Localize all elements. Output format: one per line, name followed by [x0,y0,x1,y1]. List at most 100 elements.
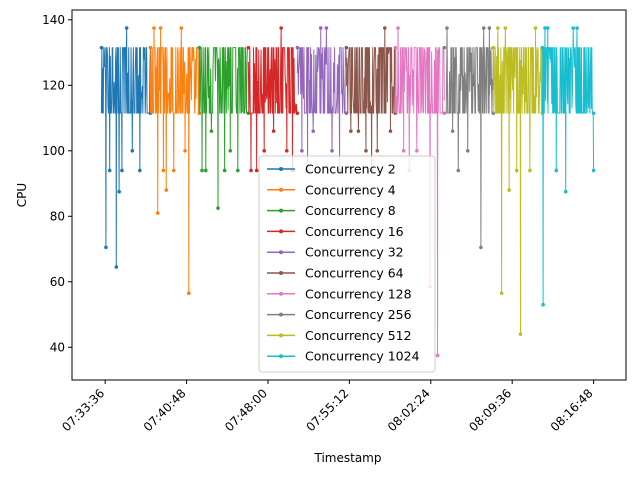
series-line [296,27,347,171]
series-concurrency-32 [295,26,349,173]
spike-point [465,148,470,153]
spike-point [356,129,361,133]
series-line [492,27,543,335]
x-axis: 07:33:36 07:40:48 07:48:00 07:55:12 08:02:24… [59,380,596,434]
series-concurrency-64 [344,26,398,173]
spike-point [499,291,504,296]
series-concurrency-4 [148,26,202,296]
legend-entry: Concurrency 16 [267,224,404,239]
legend-label: Concurrency 2 [305,162,396,177]
spike-point [254,168,259,173]
legend-entry: Concurrency 8 [267,203,396,218]
spike-point [158,26,163,30]
plot-series [99,26,596,358]
series-line [394,27,445,356]
start-point [491,45,496,50]
legend-marker [279,229,283,234]
spike-point [236,168,240,173]
series-concurrency-8 [197,45,251,210]
legend-marker [279,312,283,317]
series-line [149,27,200,294]
series-line [247,27,298,171]
y-tick-label: 100 [42,144,65,158]
spike-point [279,26,283,30]
x-tick-label: 08:09:36 [466,386,514,434]
x-tick-label: 08:02:24 [385,386,433,434]
spike-point [533,26,538,30]
spike-point [271,129,276,133]
spike-point [487,26,492,30]
spike-point [228,148,233,153]
start-point [393,45,398,50]
legend-entry: Concurrency 1024 [267,349,420,364]
series-concurrency-2 [99,26,153,269]
spike-point [563,189,568,194]
x-tick-label: 07:40:48 [141,386,189,434]
y-tick-label: 60 [50,275,65,289]
spike-point [388,129,393,133]
spike-point [285,148,289,153]
spike-point [435,353,440,358]
legend-label: Concurrency 256 [305,307,412,322]
start-point [295,45,300,50]
end-point [344,111,349,115]
spike-point [349,129,353,133]
spike-point [445,26,449,30]
spike-point [507,188,511,192]
spike-point [496,26,500,30]
spike-point [203,168,208,173]
spike-point [324,26,329,30]
spike-point [130,148,135,153]
legend-label: Concurrency 32 [305,245,404,260]
end-point [442,111,447,115]
spike-point [300,148,304,153]
legend: Concurrency 2 Concurrency 4 Concurrency 8 C… [258,155,436,373]
spike-point [543,26,547,30]
legend-marker [279,167,283,171]
series-concurrency-256 [442,26,496,250]
spike-point [401,148,406,153]
y-tick-label: 40 [50,340,65,354]
spike-point [528,168,532,173]
spike-point [591,168,596,173]
spike-point [330,148,334,153]
spike-point [222,168,227,173]
spike-point [571,26,576,30]
spike-point [318,26,323,30]
spike-point [554,168,559,173]
series-line [444,27,494,248]
y-tick-label: 140 [42,13,65,27]
spike-point [164,188,169,192]
spike-point [575,26,579,30]
start-point [246,45,251,50]
start-point [344,45,349,50]
legend-entry: Concurrency 4 [267,182,396,197]
y-axis-label: CPU [15,183,29,207]
legend-label: Concurrency 512 [305,328,412,343]
spike-point [114,265,119,269]
spike-point [152,26,156,30]
legend-marker [279,250,283,255]
spike-point [541,302,545,307]
legend-marker [279,333,283,338]
y-tick-label: 120 [42,78,65,92]
y-axis: 40 60 80 100 120 140 [42,13,72,354]
series-concurrency-1024 [540,26,596,307]
legend-entry: Concurrency 128 [267,286,412,301]
spike-point [383,26,387,30]
legend-box [258,155,436,373]
spike-point [545,26,550,30]
start-point [99,45,104,50]
x-axis-label: Timestamp [314,451,382,465]
series-concurrency-16 [246,26,300,173]
spike-point [518,332,523,336]
spike-point [171,168,176,173]
spike-point [216,206,220,210]
spike-point [161,168,166,173]
spike-point [479,245,483,250]
spike-point [200,168,204,173]
x-tick-label: 08:16:48 [548,386,596,434]
series-line [198,47,249,209]
legend-entry: Concurrency 32 [267,245,404,260]
